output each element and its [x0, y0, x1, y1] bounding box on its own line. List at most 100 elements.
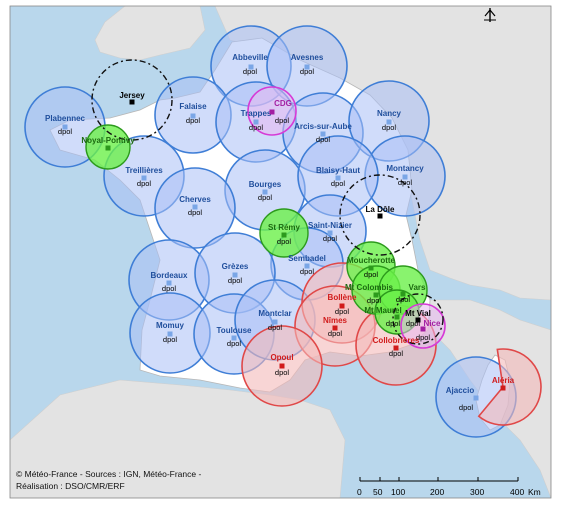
station-trappes: Trappes dpol [241, 109, 272, 132]
station-marker [269, 109, 275, 115]
station-marker [500, 385, 506, 391]
station-marker [105, 145, 111, 151]
station-name: Cherves [179, 195, 211, 204]
station-name: Collobrières [373, 336, 420, 345]
station-sub: dpol [243, 67, 258, 76]
station-name: Grèzes [222, 262, 249, 271]
station-name: Nancy [377, 109, 402, 118]
station-name: Montclar [258, 309, 291, 318]
station-sub: dpol [268, 323, 283, 332]
station-marker [62, 124, 68, 130]
station-blaisy-haut: Blaisy-Haut dpol [316, 166, 360, 188]
station-sub: dpol [277, 237, 292, 246]
station-sub: dpol [398, 178, 413, 187]
station-marker [394, 314, 400, 320]
station-marker [279, 363, 285, 369]
station-name: Abbeville [232, 53, 268, 62]
station-plabennec: Plabennec dpol [45, 114, 86, 136]
station-name: Blaisy-Haut [316, 166, 360, 175]
station-sub: dpol [382, 123, 397, 132]
station-sub: dpol [186, 116, 201, 125]
station-marker [393, 345, 399, 351]
station-sub: dpol [316, 135, 331, 144]
station-marker [167, 331, 173, 337]
station-name: Mt Colombis [345, 283, 394, 292]
station-marker [304, 263, 310, 269]
station-saint-nizier: Saint-Nizier dpol [308, 221, 352, 243]
station-sub: dpol [459, 403, 474, 412]
station-jersey: Jersey [119, 91, 145, 105]
station-name: Plabennec [45, 114, 86, 123]
station-name: Aléria [492, 376, 515, 385]
station-sub: dpol [335, 307, 350, 316]
station-sub: dpol [58, 127, 73, 136]
station-name: Opoul [270, 353, 293, 362]
station-sub: dpol [228, 276, 243, 285]
station-nimes: Nîmes dpol [323, 316, 348, 338]
station-marker [402, 174, 408, 180]
station-bollene: Bollène dpol [328, 293, 357, 316]
station-marker [232, 272, 238, 278]
station-marker [192, 204, 198, 210]
station-name: Bollène [328, 293, 357, 302]
station-name: St Rémy [268, 223, 301, 232]
station-marker [339, 303, 345, 309]
station-name: Mt Vial [405, 309, 431, 318]
station-sub: dpol [323, 234, 338, 243]
station-name: Toulouse [217, 326, 253, 335]
station-marker [129, 99, 135, 105]
station-montancy: Montancy dpol [386, 164, 424, 187]
station-name: Treillières [125, 166, 163, 175]
scale-tick-200: 200 [430, 487, 444, 497]
station-name: Nîmes [323, 316, 348, 325]
station-nancy: Nancy dpol [377, 109, 402, 132]
scale-bar: 0 50 100 200 300 400 Km [357, 477, 541, 497]
credits-line2: Réalisation : DSO/CMR/ERF [16, 481, 125, 491]
station-sub: dpol [137, 179, 152, 188]
station-marker [415, 317, 421, 323]
station-name: Moucherotte [347, 256, 396, 265]
station-name: Sembadel [288, 254, 326, 263]
station-marker [262, 189, 268, 195]
station-noyal-pontivy: Noyal-Pontivy [81, 136, 135, 151]
station-momuy: Momuy dpol [156, 321, 185, 344]
station-ajaccio: Ajaccio dpol [446, 386, 479, 412]
coverage-mt-vial [392, 293, 444, 345]
station-la-dole: La Dôle [366, 205, 395, 219]
station-marker [335, 175, 341, 181]
station-sub: dpol [416, 333, 431, 342]
coverage-jersey [91, 59, 173, 141]
station-name: Bourges [249, 180, 282, 189]
station-sub: dpol [406, 319, 421, 328]
radar-coverage-circles [24, 25, 542, 438]
station-name: CDG [274, 99, 292, 108]
station-sub: dpol [331, 179, 346, 188]
station-toulouse: Toulouse dpol [217, 326, 253, 348]
station-marker [231, 335, 237, 341]
station-name: Momuy [156, 321, 185, 330]
station-sub: dpol [275, 116, 290, 125]
station-st-remy: St Rémy dpol [268, 223, 301, 246]
station-sub: dpol [227, 339, 242, 348]
station-marker [373, 292, 379, 298]
station-moucherotte: Moucherotte dpol [347, 256, 396, 279]
station-name: Arcis-sur-Aube [294, 122, 352, 131]
station-falaise: Falaise dpol [179, 102, 207, 125]
station-name: Noyal-Pontivy [81, 136, 135, 145]
station-marker [166, 280, 172, 286]
scale-tick-400: 400 [510, 487, 524, 497]
station-grezes: Grèzes dpol [222, 262, 249, 285]
station-marker [248, 64, 254, 70]
credits-line1: © Météo-France - Sources : IGN, Météo-Fr… [16, 469, 201, 479]
station-name: Bordeaux [151, 271, 188, 280]
station-sub: dpol [386, 319, 401, 328]
station-bordeaux: Bordeaux dpol [151, 271, 188, 293]
north-arrow-icon [484, 8, 496, 22]
station-marker [190, 113, 196, 119]
station-montclar: Montclar dpol [258, 309, 291, 332]
station-marker [400, 291, 406, 297]
coverage-aleria [477, 348, 542, 426]
map-frame [9, 5, 552, 499]
station-marker [253, 119, 259, 125]
